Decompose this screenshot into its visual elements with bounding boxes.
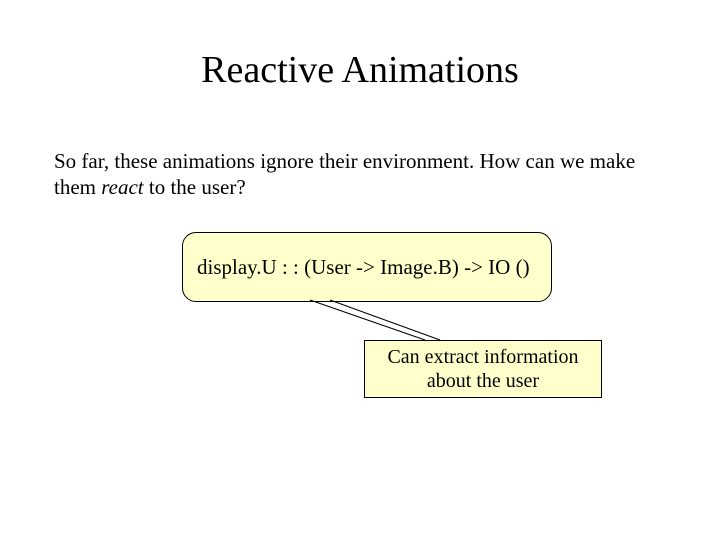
intro-paragraph: So far, these animations ignore their en… (54, 148, 666, 201)
code-text: display.U : : (User -> Image.B) -> IO () (197, 255, 530, 280)
intro-text-2: to the user? (144, 175, 246, 199)
intro-emph: react (101, 175, 143, 199)
callout-text: Can extract information about the user (365, 345, 601, 393)
connector-line-2 (330, 300, 440, 340)
slide-title: Reactive Animations (0, 48, 720, 92)
connector-line-1 (310, 300, 425, 340)
code-box: display.U : : (User -> Image.B) -> IO () (182, 232, 552, 302)
callout-box: Can extract information about the user (364, 340, 602, 398)
